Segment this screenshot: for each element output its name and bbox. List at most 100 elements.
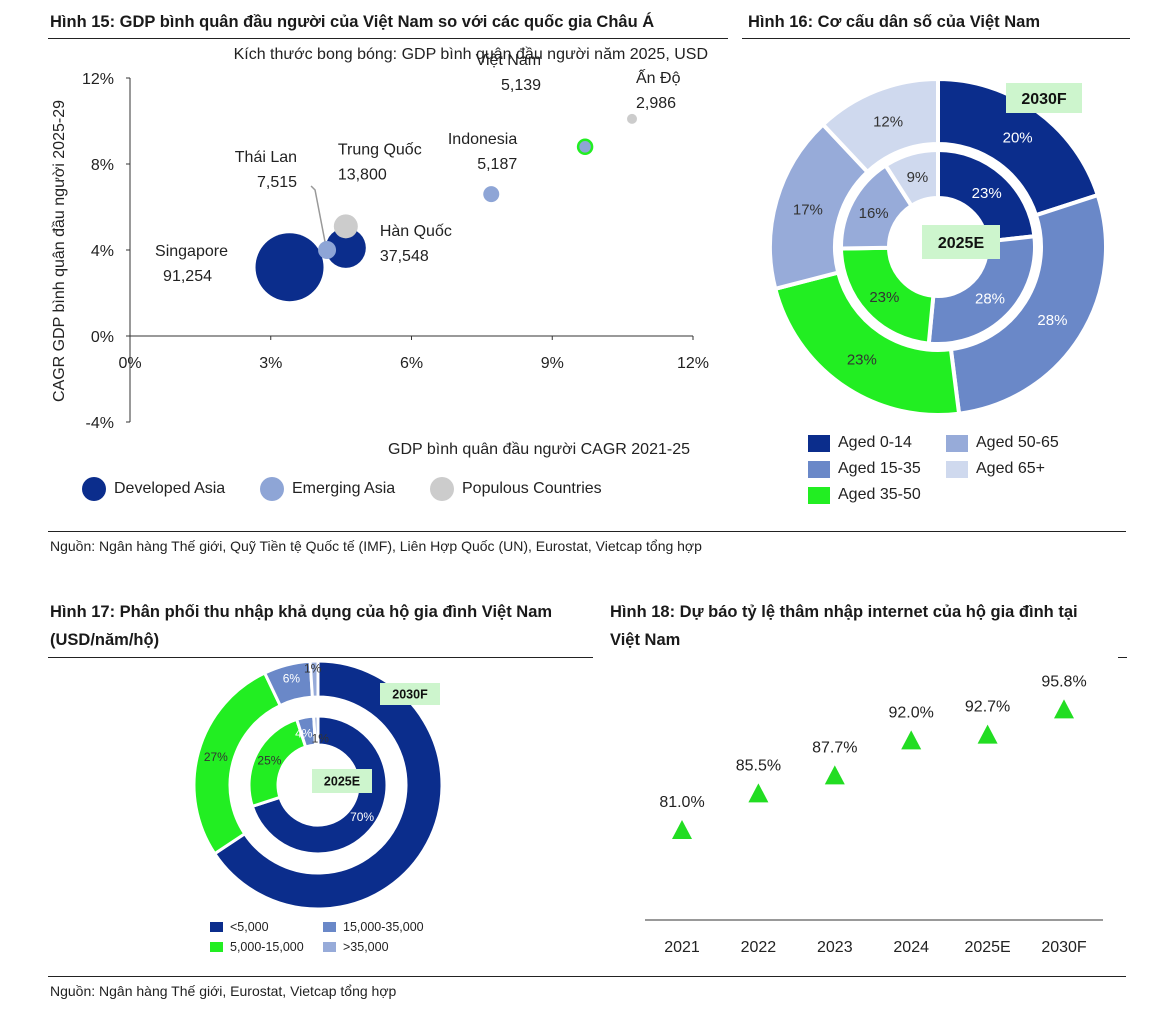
fig15-point-label: Việt Nam (476, 52, 542, 69)
fig17-title-rule (48, 657, 593, 658)
fig18-x-tick-label: 2021 (664, 939, 700, 956)
fig17-slice (308, 659, 320, 699)
fig16-slice (838, 245, 936, 346)
fig15-point-label: Indonesia (448, 131, 517, 148)
fig16-legend-label: Aged 50-65 (976, 434, 1059, 451)
fig15-bubble (576, 138, 594, 156)
fig18-title-rule (1118, 657, 1127, 658)
fig15-point-value: 5,187 (477, 156, 517, 173)
fig16-slice-label: 28% (1037, 312, 1067, 329)
fig15-x-tick-label: 3% (259, 355, 282, 372)
fig15-legend-marker (82, 477, 106, 501)
fig17-legend-label: 15,000-35,000 (343, 920, 424, 934)
source-note-2: Nguồn: Ngân hàng Thế giới, Eurostat, Vie… (50, 983, 397, 999)
fig15-legend-item: Populous Countries (430, 477, 602, 501)
fig17-title-line1: Hình 17: Phân phối thu nhập khả dụng của… (50, 603, 553, 621)
fig16-legend-swatch (946, 434, 968, 452)
fig16-slice-label: 23% (869, 289, 899, 306)
fig16-legend-item: Aged 35-50 (808, 486, 921, 504)
fig15-leader-thailand (310, 185, 326, 243)
fig18-data-label: 87.7% (812, 739, 857, 756)
fig18-title-line2: Việt Nam (610, 631, 681, 649)
fig15-y-tick-label: -4% (86, 415, 114, 432)
fig16-slice-label: 20% (1003, 130, 1033, 147)
fig16-slice-label: 17% (793, 201, 823, 218)
fig15-bubble (318, 241, 337, 259)
fig16-slice-label: 16% (859, 205, 889, 222)
fig17-slice-label: 25% (257, 753, 281, 767)
fig17-slice-label: 65% (411, 864, 435, 878)
fig17-legend-swatch (210, 922, 223, 932)
fig16-inner-tag-bg (922, 225, 1000, 259)
fig18-marker (672, 820, 692, 839)
fig15-x-tick-label: 0% (118, 355, 141, 372)
fig16-outer-tag-bg (1006, 83, 1082, 113)
fig18-marker (1054, 699, 1074, 719)
fig15-legend-marker (430, 477, 454, 501)
fig17-legend-swatch (210, 942, 223, 952)
fig17-slice-label: 70% (350, 810, 374, 824)
fig17-legend-item: <5,000 (210, 920, 269, 934)
fig15-point-value: 13,800 (338, 166, 387, 183)
fig15-y-axis-title: CAGR GDP bình quân đầu người 2025-29 (51, 100, 68, 402)
fig15-point-label: Thái Lan (235, 149, 297, 166)
fig18-marker (901, 730, 922, 750)
fig16-slice-label: 12% (873, 113, 903, 130)
fig15-point-label: Singapore (155, 243, 228, 260)
fig15-bubble (255, 233, 324, 302)
fig18-marker (824, 765, 845, 785)
fig15-bubble (483, 186, 500, 203)
fig17-legend-label: 5,000-15,000 (230, 940, 304, 954)
fig15-point-value: 2,986 (636, 95, 676, 112)
fig16-slice-label: 28% (975, 290, 1005, 307)
fig17-legend-item: 15,000-35,000 (323, 920, 424, 934)
fig17-slice-label: 1% (304, 661, 322, 675)
fig15-bubble (325, 227, 366, 268)
fig15-point-value: 5,139 (501, 77, 541, 94)
fig15-x-tick-label: 12% (677, 355, 709, 372)
fig15-x-tick-label: 9% (541, 355, 564, 372)
fig16-legend-label: Aged 35-50 (838, 486, 921, 503)
fig16-legend-item: Aged 0-14 (808, 434, 912, 452)
section-rule-2 (48, 976, 1126, 977)
fig16-legend-swatch (808, 434, 830, 452)
fig15-legend-label: Populous Countries (462, 480, 602, 497)
fig18-data-label: 92.0% (889, 704, 934, 721)
fig15-legend-item: Developed Asia (82, 477, 225, 501)
fig16-chart: 20% 28% 23% 17% 12% 23% 28% 23% 16% 9% 2030F 2025E (768, 76, 1108, 417)
fig17-outer-tag-bg (380, 683, 440, 705)
fig18-data-label: 85.5% (736, 757, 781, 774)
fig18-x-tick-label: 2024 (893, 939, 929, 956)
fig17-slice (212, 659, 444, 911)
fig16-inner-tag: 2025E (938, 235, 985, 252)
fig18-marker (977, 724, 998, 744)
fig17-title-line2: (USD/năm/hộ) (50, 631, 160, 649)
fig15-subtitle: Kích thước bong bóng: GDP bình quân đầu … (234, 46, 708, 63)
fig16-legend-item: Aged 50-65 (946, 434, 1059, 452)
fig15-y-tick-label: 8% (91, 157, 114, 174)
fig16-slice (936, 147, 1037, 244)
fig18-chart: 2021 2022 2023 2024 2025E 2030F 81.0% 85.5% 87.7… (645, 673, 1103, 956)
fig15-y-tick-label: 12% (82, 71, 114, 88)
fig17-slice-label: 6% (283, 672, 301, 686)
fig17-legend-label: <5,000 (230, 920, 269, 934)
fig17-legend-item: 5,000-15,000 (210, 940, 304, 954)
fig15-x-axis-title: GDP bình quân đầu người CAGR 2021-25 (388, 441, 690, 458)
fig16-legend-label: Aged 0-14 (838, 434, 912, 451)
fig16-slice-label: 23% (972, 185, 1002, 202)
fig15-title: Hình 15: GDP bình quân đầu người của Việ… (50, 13, 655, 31)
fig16-legend-label: Aged 15-35 (838, 460, 921, 477)
fig15-point-label: Trung Quốc (338, 141, 422, 158)
fig18-x-tick-label: 2022 (741, 939, 777, 956)
fig17-legend-swatch (323, 922, 336, 932)
fig15-y-tick-label: 0% (91, 329, 114, 346)
fig16-slice-label: 9% (907, 169, 929, 186)
fig17-slice-label: 4% (295, 727, 313, 741)
fig18-x-tick-label: 2025E (964, 939, 1010, 956)
fig16-slice (772, 270, 962, 417)
fig16-legend-swatch (808, 486, 830, 504)
fig18-title-line1: Hình 18: Dự báo tỷ lệ thâm nhập internet… (610, 603, 1078, 621)
fig15-legend-item: Emerging Asia (260, 477, 395, 501)
fig17-legend-item: >35,000 (323, 940, 389, 954)
